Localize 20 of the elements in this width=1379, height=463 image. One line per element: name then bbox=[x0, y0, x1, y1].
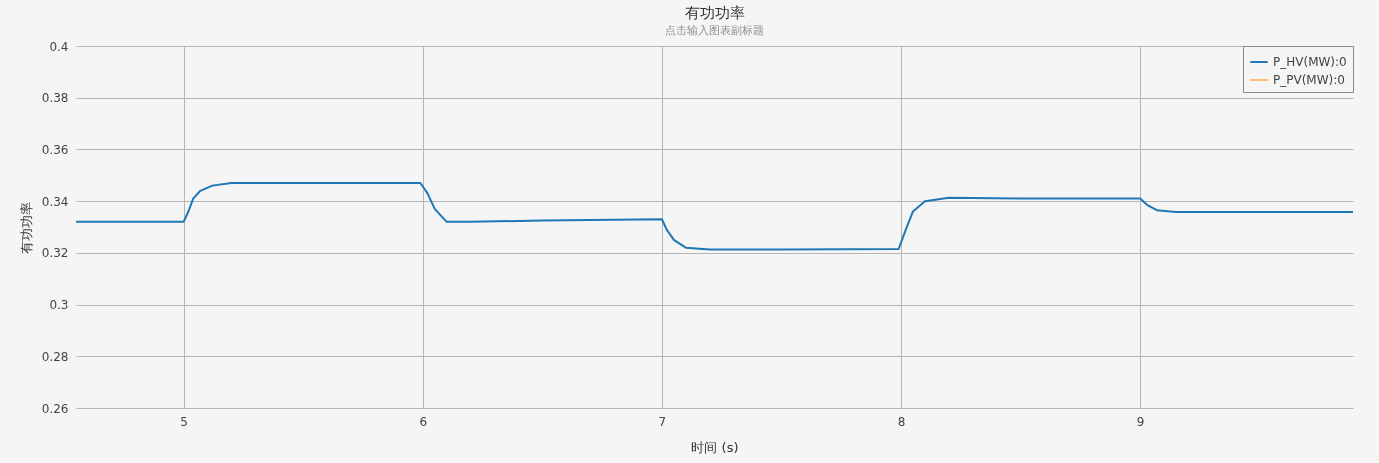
y-tick-label: 0.34 bbox=[41, 194, 69, 209]
legend-label: P_PV(MW):0 bbox=[1273, 73, 1345, 87]
y-tick-label: 0.38 bbox=[41, 91, 69, 106]
legend-label: P_HV(MW):0 bbox=[1273, 55, 1347, 69]
y-tick-label: 0.32 bbox=[41, 246, 69, 261]
y-tick-label: 0.26 bbox=[41, 401, 69, 416]
x-tick-label: 7 bbox=[658, 414, 667, 429]
x-tick-label: 5 bbox=[180, 414, 188, 429]
x-axis-title: 时间 (s) bbox=[691, 439, 739, 455]
line-series bbox=[76, 182, 1353, 251]
y-axis-title: 有功功率 bbox=[18, 201, 34, 254]
y-tick-label: 0.36 bbox=[41, 142, 69, 157]
x-tick-label: 6 bbox=[419, 414, 428, 429]
chart-title: 有功功率 bbox=[684, 4, 745, 22]
y-tick-label: 0.28 bbox=[41, 349, 69, 364]
x-tick-label: 9 bbox=[1136, 414, 1145, 429]
x-tick-label: 8 bbox=[897, 414, 906, 429]
y-tick-label: 0.3 bbox=[49, 298, 69, 313]
chart-subtitle: 点击输入图表副标题 bbox=[665, 24, 764, 37]
y-tick-label: 0.4 bbox=[49, 39, 69, 54]
